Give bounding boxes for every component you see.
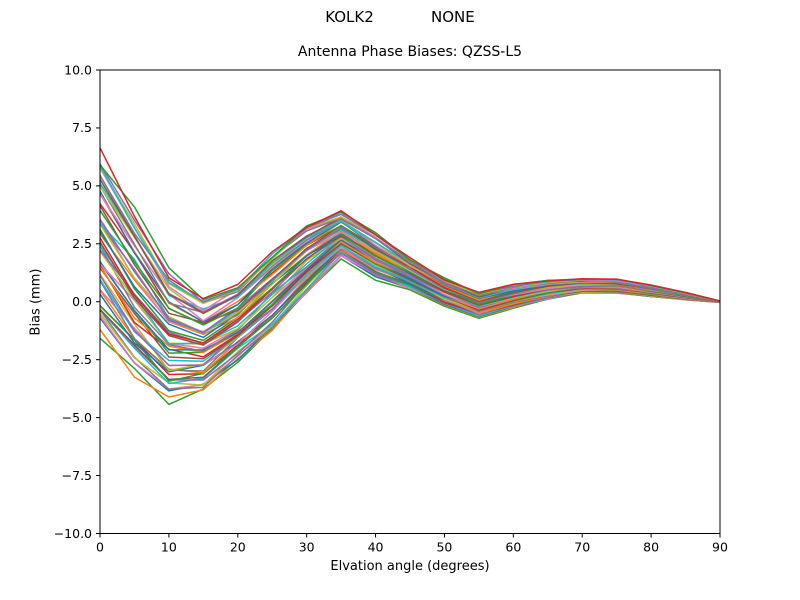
chart-title: Antenna Phase Biases: QZSS-L5 <box>297 44 523 60</box>
x-tick-label: 80 <box>643 540 659 555</box>
x-tick-label: 10 <box>161 540 177 555</box>
x-tick-label: 20 <box>230 540 246 555</box>
y-tick-label: −2.5 <box>62 352 92 367</box>
series-lines <box>99 147 721 406</box>
bias-line <box>99 147 721 302</box>
x-tick-label: 60 <box>505 540 521 555</box>
bias-line <box>99 190 721 323</box>
y-axis-ticks: 10.0 7.5 5.0 2.5 0.0 −2.5 −5.0 −7.5 −10.0 <box>54 62 100 541</box>
y-tick-label: 2.5 <box>72 236 92 251</box>
y-tick-label: 0.0 <box>72 294 92 309</box>
x-tick-label: 0 <box>96 540 104 555</box>
suptitle: KOLK2 NONE <box>325 8 475 26</box>
axes-spines <box>99 69 721 534</box>
y-tick-label: 7.5 <box>72 120 92 135</box>
y-tick-label: 10.0 <box>64 62 92 77</box>
y-tick-label: −5.0 <box>62 410 92 425</box>
y-tick-label: −7.5 <box>62 468 92 483</box>
x-tick-label: 90 <box>712 540 728 555</box>
x-tick-label: 40 <box>368 540 384 555</box>
x-tick-label: 30 <box>299 540 315 555</box>
y-tick-label: −10.0 <box>54 526 92 541</box>
y-tick-label: 5.0 <box>72 178 92 193</box>
x-axis-ticks: 0 10 20 30 40 50 60 70 80 90 <box>96 533 728 555</box>
x-axis-label: Elvation angle (degrees) <box>330 559 490 574</box>
x-tick-label: 70 <box>574 540 590 555</box>
x-tick-label: 50 <box>436 540 452 555</box>
